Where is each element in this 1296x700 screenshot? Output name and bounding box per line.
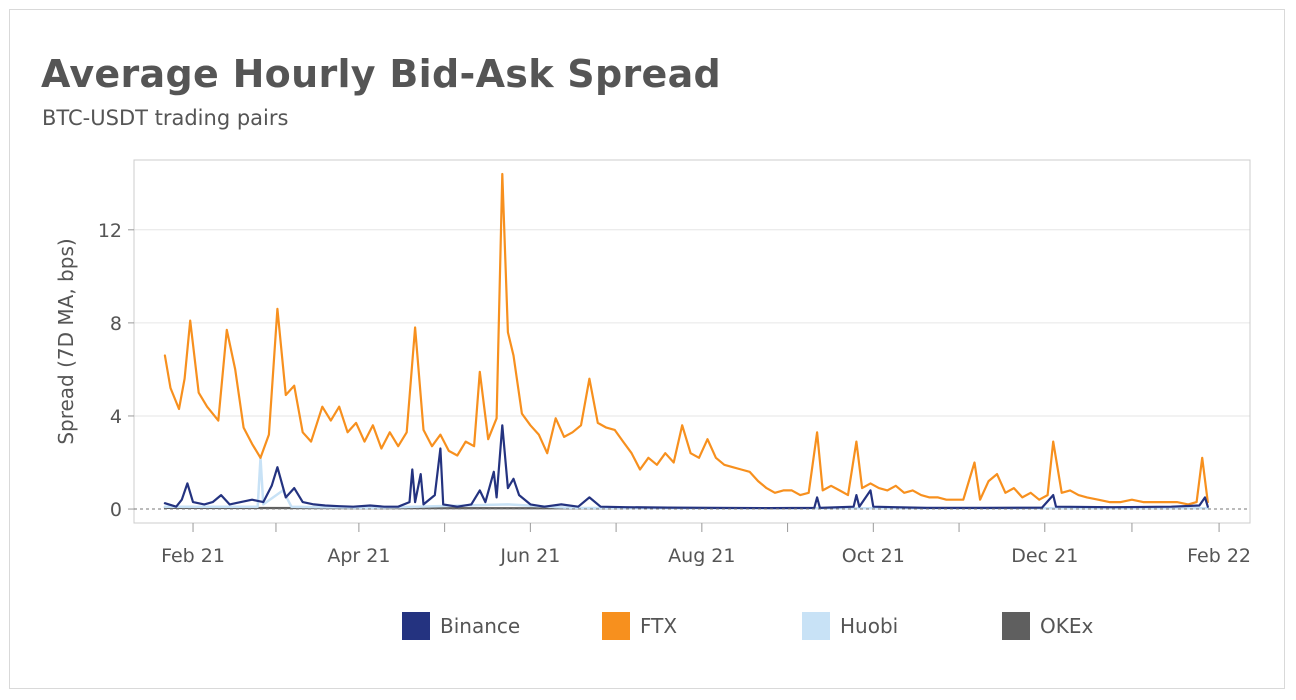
y-tick-label: 4 — [110, 406, 122, 428]
x-tick-label: Feb 22 — [1187, 545, 1251, 567]
legend-item-binance[interactable]: Binance — [402, 612, 520, 640]
x-tick-label: Dec 21 — [1011, 545, 1078, 567]
legend-item-huobi[interactable]: Huobi — [802, 612, 898, 640]
legend-swatch-okex — [1002, 612, 1030, 640]
legend: Binance FTX Huobi OKEx — [0, 612, 1296, 644]
series-line-ftx — [163, 172, 1209, 506]
legend-item-ftx[interactable]: FTX — [602, 612, 677, 640]
chart-subtitle: BTC-USDT trading pairs — [42, 106, 289, 130]
legend-item-okex[interactable]: OKEx — [1002, 612, 1093, 640]
legend-label-okex: OKEx — [1040, 614, 1094, 638]
legend-swatch-huobi — [802, 612, 830, 640]
legend-label-binance: Binance — [440, 614, 521, 638]
plot-frame — [133, 159, 1251, 524]
series-line-binance — [163, 424, 1209, 510]
legend-swatch-ftx — [602, 612, 630, 640]
grid-lines — [134, 229, 1250, 417]
series-lines — [163, 172, 1210, 510]
y-tick-label: 0 — [110, 499, 122, 521]
x-tick-label: Apr 21 — [327, 545, 390, 567]
legend-label-ftx: FTX — [640, 614, 678, 638]
y-tick-label: 12 — [98, 220, 122, 242]
chart-title: Average Hourly Bid-Ask Spread — [41, 52, 722, 96]
y-axis-ticks: 0 4 8 12 — [98, 220, 134, 521]
legend-swatch-binance — [402, 612, 430, 640]
x-axis-ticks: Feb 21 Apr 21 Jun 21 Aug 21 Oct 21 Dec 21 Feb … — [161, 523, 1251, 567]
legend-label-huobi: Huobi — [840, 614, 899, 638]
x-tick-label: Feb 21 — [161, 545, 225, 567]
x-tick-label: Oct 21 — [842, 545, 905, 567]
y-tick-label: 8 — [110, 313, 122, 335]
y-axis-label: Spread (7D MA, bps) — [54, 238, 78, 444]
x-tick-label: Jun 21 — [499, 545, 560, 567]
x-tick-label: Aug 21 — [668, 545, 735, 567]
chart-card — [9, 9, 1285, 689]
